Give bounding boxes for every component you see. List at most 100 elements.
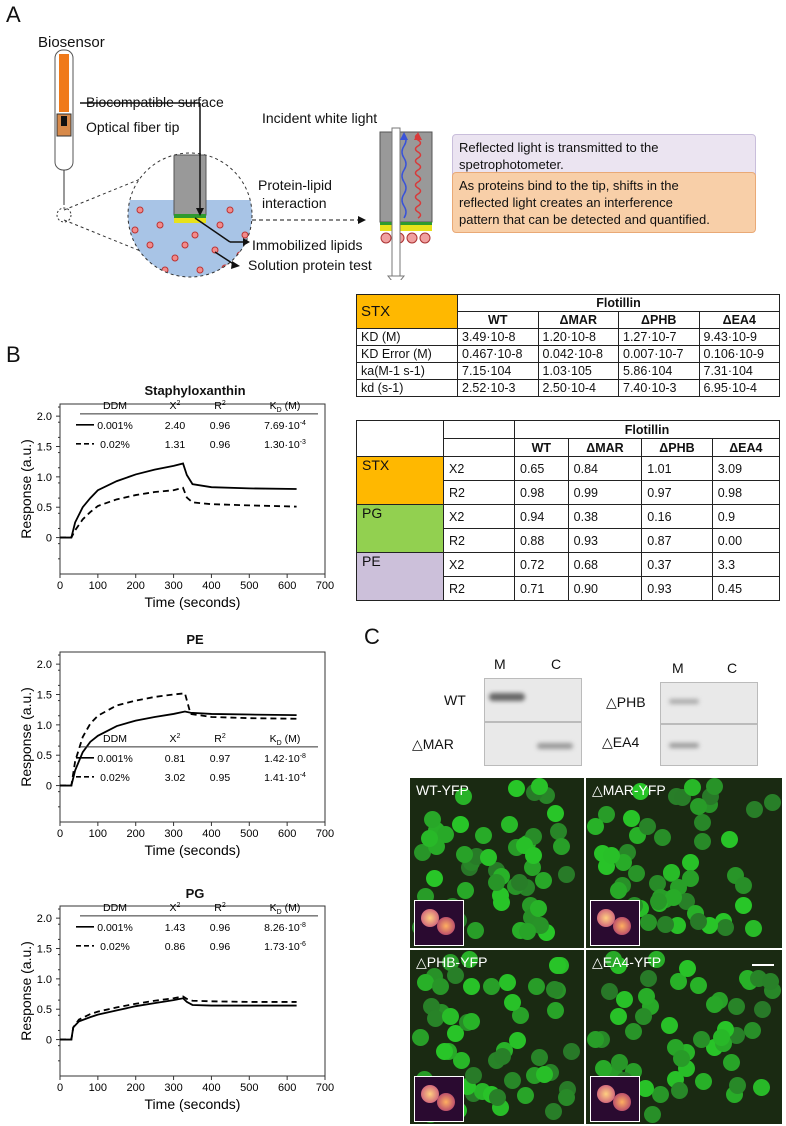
cell: 0.98 [711,480,781,505]
cell: 0.042·10-8 [537,345,619,363]
legend-header: X2 [170,902,181,914]
interference-box: As proteins bind to the tip, shifts in t… [452,172,756,233]
cell: 7.15·104 [457,362,539,380]
legend-header: R2 [214,902,226,914]
cell: 1.27·10-7 [618,328,700,346]
panel-label-a: A [6,2,21,27]
cell: 1.20·10-8 [537,328,619,346]
cell: 3.3 [711,552,781,577]
cell: 7.40·10-3 [618,379,700,397]
cell: 6.95·10-4 [698,379,780,397]
y-tick-label: 0 [46,533,52,545]
optical-fiber-tip-label: Optical fiber tip [86,119,180,135]
y-tick-label: 1.5 [37,944,52,956]
panel-label-b: B [6,342,21,367]
reflected-line-1: Reflected light is transmitted to the [459,140,659,155]
cell: 0.97 [641,480,713,505]
x-tick-label: 300 [164,1082,182,1094]
cell: 0.99 [567,480,643,505]
x-tick-label: 500 [240,580,258,592]
kinetics-col: ΔEA4 [698,311,780,329]
x-tick-label: 200 [127,580,145,592]
cell: 3.49·10-8 [457,328,539,346]
lane-label-ea4: △EA4 [602,734,640,750]
blot-ea4 [660,724,758,766]
legend-value: 0.001% [97,753,133,765]
blot-wt [484,678,582,722]
immobilized-lipids-label: Immobilized lipids [252,237,363,253]
y-tick-label: 0.5 [37,1004,52,1016]
micrograph-phb: △PHB-YFP [410,950,584,1124]
y-tick-label: 0 [46,1035,52,1047]
panel-label-c: C [364,624,380,649]
legend-header: KD (M) [270,733,301,747]
incident-light-label: Incident white light [262,110,378,126]
fit-col: ΔPHB [641,438,713,457]
legend-value: 1.31 [165,439,186,451]
plot-frame [59,905,326,1077]
lipid-label-stx: STX [356,456,444,505]
stat-label: R2 [443,576,515,601]
fit-col: ΔMAR [567,438,643,457]
micrograph-label: △EA4-YFP [592,954,662,970]
lane-label-phb: △PHB [606,694,646,710]
cell: 0.98 [514,480,569,505]
reflected-line-2: spetrophotometer. [459,157,564,172]
x-tick-label: 300 [164,828,182,840]
interaction-label-1: Protein-lipid [258,177,332,193]
x-tick-label: 700 [316,1082,334,1094]
x-tick-label: 200 [127,1082,145,1094]
cell: 0.68 [567,552,643,577]
x-tick-label: 0 [57,580,63,592]
series-solid [60,462,297,539]
cell: 7.31·104 [698,362,780,380]
x-tick-label: 500 [240,828,258,840]
legend-value: 2.40 [165,420,186,432]
x-tick-label: 300 [164,580,182,592]
interference-line-2: reflected light creates an interference [459,195,673,210]
chart-title-stx: Staphyloxanthin [144,383,246,398]
series-dashed [60,692,297,787]
x-tick-label: 400 [202,1082,220,1094]
cell: 0.84 [567,456,643,481]
stat-label: X2 [443,552,515,577]
legend-value: 7.69·10-4 [264,420,306,432]
x-tick-label: 400 [202,828,220,840]
x-axis-label: Time (seconds) [145,594,241,610]
x-tick-label: 700 [316,828,334,840]
inset-heatmap [590,900,640,946]
table-row: R2 0.88 0.93 0.87 0.00 [357,528,781,553]
stat-label: X2 [443,456,515,481]
micrograph-ea4: △EA4-YFP [586,950,782,1124]
series-solid [60,997,297,1041]
y-tick-label: 2.0 [37,411,52,423]
lipid-label-pe: PE [356,552,444,601]
row-label: ka(M-1 s-1) [356,362,458,380]
fit-table: Flotillin WT ΔMAR ΔPHB ΔEA4 STX X2 0.65 … [356,420,781,601]
micrograph-label: △MAR-YFP [592,782,666,798]
fiber-core [59,54,69,112]
western-col-m: M [494,656,506,672]
legend-value: 0.96 [210,420,231,432]
cell: 0.65 [514,456,569,481]
plot-frame [59,403,326,575]
x-tick-label: 600 [278,580,296,592]
chart-pe: 0 100 200 300 400 500 600 700 0 0.5 1.0 1.5 2.0 Time … [18,651,334,858]
table-row: KD Error (M) 0.467·10-8 0.042·10-8 0.007… [356,345,780,363]
series-dashed [60,995,297,1041]
x-tick-label: 400 [202,580,220,592]
row-label: kd (s-1) [356,379,458,397]
solution-protein-label: Solution protein test [248,257,372,273]
cell: 0.71 [514,576,569,601]
micrograph-wt: WT-YFP [410,778,584,948]
biosensor-diagram [54,49,433,280]
kinetics-col: WT [457,311,539,329]
cell: 0.467·10-8 [457,345,539,363]
micrograph-mar: △MAR-YFP [586,778,782,948]
kinetics-col: ΔMAR [537,311,619,329]
legend-value: 0.86 [165,941,186,953]
legend-value: 1.42·10-8 [264,753,306,765]
cell: 0.45 [711,576,781,601]
cell: 0.106·10-9 [698,345,780,363]
inset-heatmap [414,1076,464,1122]
